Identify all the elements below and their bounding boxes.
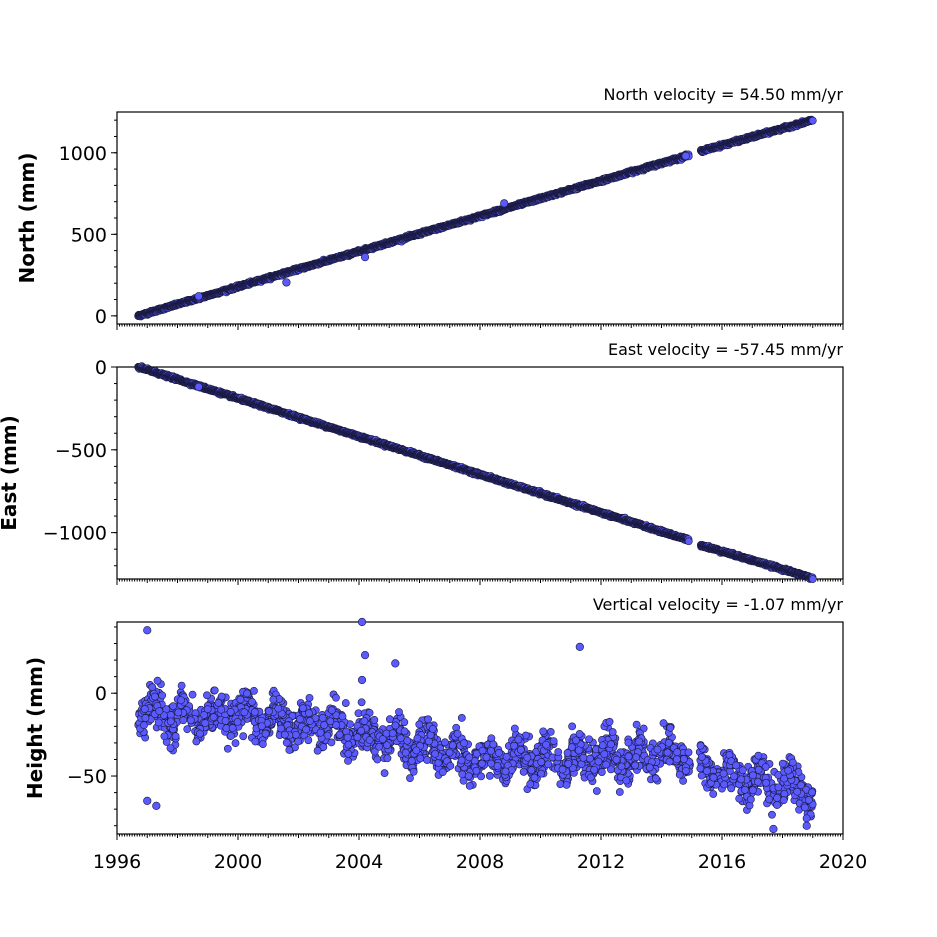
north-title: North velocity = 54.50 mm/yr — [604, 85, 844, 104]
north-data-point — [808, 116, 817, 125]
east-y-tick-label: 0 — [95, 357, 107, 379]
north-outlier-point — [282, 278, 291, 287]
north-y-tick-label: 0 — [95, 306, 107, 328]
east-y-tick-label: −1000 — [43, 523, 107, 545]
north-y-ticks: 0 500 1000 — [59, 119, 117, 328]
north-ylabel: North (mm) — [15, 152, 39, 283]
east-y-ticks: 0 −500 −1000 — [43, 357, 117, 567]
east-ylabel: East (mm) — [0, 415, 21, 531]
east-panel: East velocity = -57.45 mm/yr East (mm) 0… — [0, 340, 844, 585]
north-panel: North velocity = 54.50 mm/yr North (mm) … — [15, 85, 844, 330]
north-outlier-point — [360, 253, 370, 262]
north-y-tick-label: 1000 — [59, 143, 107, 165]
north-y-tick-label: 500 — [71, 224, 107, 246]
north-outlier-point — [681, 151, 690, 161]
north-outlier-point — [500, 199, 509, 208]
east-y-tick-label: −500 — [55, 440, 107, 462]
east-x-ticks — [116, 579, 844, 585]
north-outlier-point — [194, 292, 203, 301]
north-data-points — [134, 115, 817, 321]
east-data-points — [134, 362, 817, 583]
north-x-ticks — [116, 324, 844, 330]
east-title: East velocity = -57.45 mm/yr — [608, 340, 843, 359]
